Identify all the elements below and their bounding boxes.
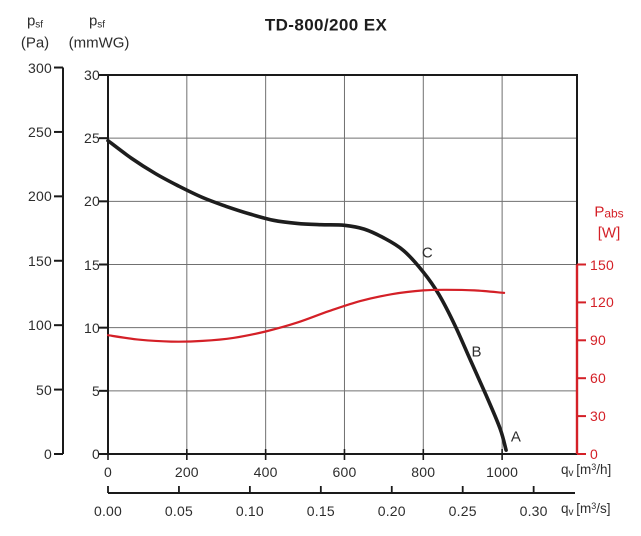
w-tick-label: 30 [590, 408, 606, 425]
pa-axis-symbol: p [26, 12, 36, 30]
m3s-tick-label: 0.30 [519, 503, 548, 519]
mmwg-axis-symbol: p [88, 12, 98, 30]
m3h-tick-label: 800 [411, 464, 436, 480]
mmwg-tick-label: 30 [84, 67, 100, 83]
m3h-axis-unit-post: /h] [596, 462, 612, 477]
m3h-axis-sup: 3 [591, 462, 597, 472]
mmwg-tick-label: 5 [92, 382, 100, 399]
mmwg-axis-sub: sf [97, 19, 106, 31]
duty-point-label: A [510, 428, 521, 446]
m3s-axis-title: qv [m3/s] [561, 502, 611, 518]
duty-point-label: B [471, 343, 482, 361]
pa-axis-unit: (Pa) [20, 34, 50, 52]
pa-axis-sub: sf [35, 19, 44, 31]
pa-tick-label: 300 [28, 59, 52, 76]
pa-axis-title: psf [27, 14, 43, 31]
m3s-tick-label: 0.00 [93, 503, 123, 519]
w-tick-label: 90 [590, 332, 606, 349]
m3s-axis-sub: v [568, 507, 574, 518]
m3s-tick-label: 0.25 [448, 503, 477, 519]
mmwg-tick-label: 10 [84, 319, 100, 336]
m3s-axis-symbol: q [561, 501, 569, 516]
mmwg-tick-label: 0 [92, 446, 100, 462]
mmwg-tick-label: 15 [84, 256, 100, 273]
m3s-axis-unit-post: /s] [596, 501, 611, 516]
w-tick-label: 120 [590, 294, 614, 311]
chart-title: TD-800/200 EX [264, 15, 388, 35]
w-tick-label: 0 [590, 446, 598, 462]
pabs-axis-unit: [W] [597, 224, 621, 242]
m3h-axis-title: qv [m3/h] [561, 463, 611, 479]
m3s-tick-label: 0.10 [235, 503, 264, 519]
m3s-axis-unit-pre: [m [576, 501, 592, 516]
pa-tick-label: 50 [36, 381, 52, 398]
w-tick-label: 150 [590, 256, 614, 273]
m3s-axis-sup: 3 [591, 501, 597, 511]
mmwg-tick-label: 25 [84, 130, 100, 147]
pa-tick-label: 150 [28, 252, 52, 269]
w-tick-label: 60 [590, 370, 606, 387]
pabs-axis-sub: abs [604, 206, 624, 221]
gridlines [108, 75, 577, 454]
static-pressure-psf-curve [106, 138, 508, 452]
m3h-axis-sub: v [568, 468, 574, 479]
pa-tick-label: 200 [28, 188, 52, 205]
m3s-tick-label: 0.05 [164, 503, 193, 519]
pa-tick-label: 0 [44, 446, 52, 462]
duty-point-label: C [421, 244, 433, 262]
pa-tick-label: 250 [28, 123, 52, 140]
m3h-tick-label: 0 [104, 464, 112, 480]
pabs-axis-title: Pabs [594, 205, 623, 220]
pabs-axis [575, 263, 586, 455]
m3h-tick-label: 200 [174, 464, 199, 480]
m3h-axis-symbol: q [561, 462, 569, 477]
axes [54, 66, 575, 494]
pabs-axis-symbol: P [594, 203, 605, 221]
absorbed-power-pabs-curve [106, 288, 506, 343]
m3h-axis-unit-pre: [m [576, 462, 592, 477]
m3s-tick-label: 0.20 [377, 503, 406, 519]
m3h-tick-label: 600 [332, 464, 357, 480]
m3h-tick-label: 1000 [486, 464, 519, 480]
mmwg-tick-label: 20 [84, 193, 100, 210]
mmwg-axis-unit: (mmWG) [68, 34, 130, 52]
mmwg-axis-title: psf [89, 14, 105, 31]
pa-tick-label: 100 [28, 317, 52, 334]
m3s-tick-label: 0.15 [306, 503, 335, 519]
m3h-tick-label: 400 [253, 464, 278, 480]
